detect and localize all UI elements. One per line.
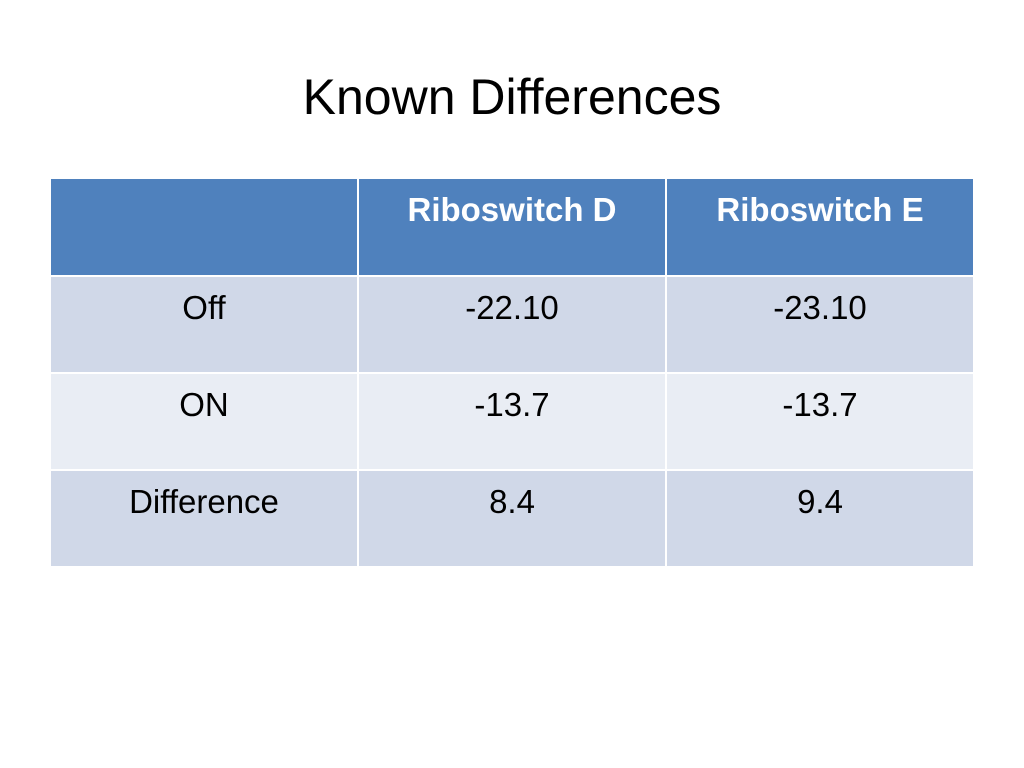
table-cell: -23.10 xyxy=(666,276,973,374)
table-cell: -22.10 xyxy=(358,276,667,374)
row-label: Off xyxy=(51,276,359,374)
slide-title: Known Differences xyxy=(302,69,722,125)
table-header-cell-empty xyxy=(51,179,359,277)
table-row-on: ON -13.7 -13.7 xyxy=(51,373,973,471)
table-cell: 9.4 xyxy=(666,470,973,568)
table-cell: -13.7 xyxy=(666,373,973,471)
table-cell: 8.4 xyxy=(358,470,667,568)
table-header-cell-riboswitch-d: Riboswitch D xyxy=(358,179,667,277)
table-header-row: Riboswitch D Riboswitch E xyxy=(51,179,973,277)
table-row-off: Off -22.10 -23.10 xyxy=(51,276,973,374)
row-label: Difference xyxy=(51,470,359,568)
data-table: Riboswitch D Riboswitch E Off -22.10 -23… xyxy=(51,179,973,568)
table-cell: -13.7 xyxy=(358,373,667,471)
table-row-difference: Difference 8.4 9.4 xyxy=(51,470,973,568)
row-label: ON xyxy=(51,373,359,471)
table-header-cell-riboswitch-e: Riboswitch E xyxy=(666,179,973,277)
